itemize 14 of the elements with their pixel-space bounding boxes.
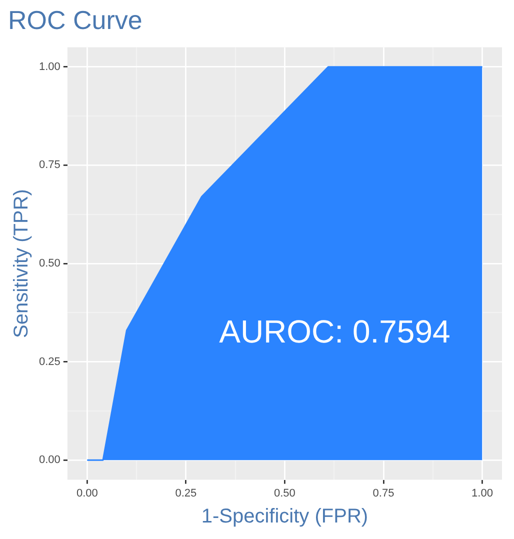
x-tick-label: 0.75 <box>372 487 394 500</box>
y-axis-title: Sensitivity (TPR) <box>10 189 33 338</box>
x-tick-label: 1.00 <box>472 487 493 500</box>
y-tick-label: 1.00 <box>38 60 60 73</box>
x-tick-label: 0.00 <box>76 487 98 500</box>
x-axis-title: 1-Specificity (FPR) <box>201 506 368 528</box>
y-tick-label: 0.25 <box>38 356 60 368</box>
annotation: AUROC: 0.7594 <box>219 313 450 350</box>
y-tick-label: 0.00 <box>38 454 60 466</box>
y-tick-label: 0.50 <box>38 258 60 270</box>
x-tick-label: 0.25 <box>175 487 197 500</box>
y-tick-label: 0.75 <box>38 159 60 172</box>
x-tick-label: 0.50 <box>274 487 296 500</box>
chart-title: ROC Curve <box>8 4 142 35</box>
